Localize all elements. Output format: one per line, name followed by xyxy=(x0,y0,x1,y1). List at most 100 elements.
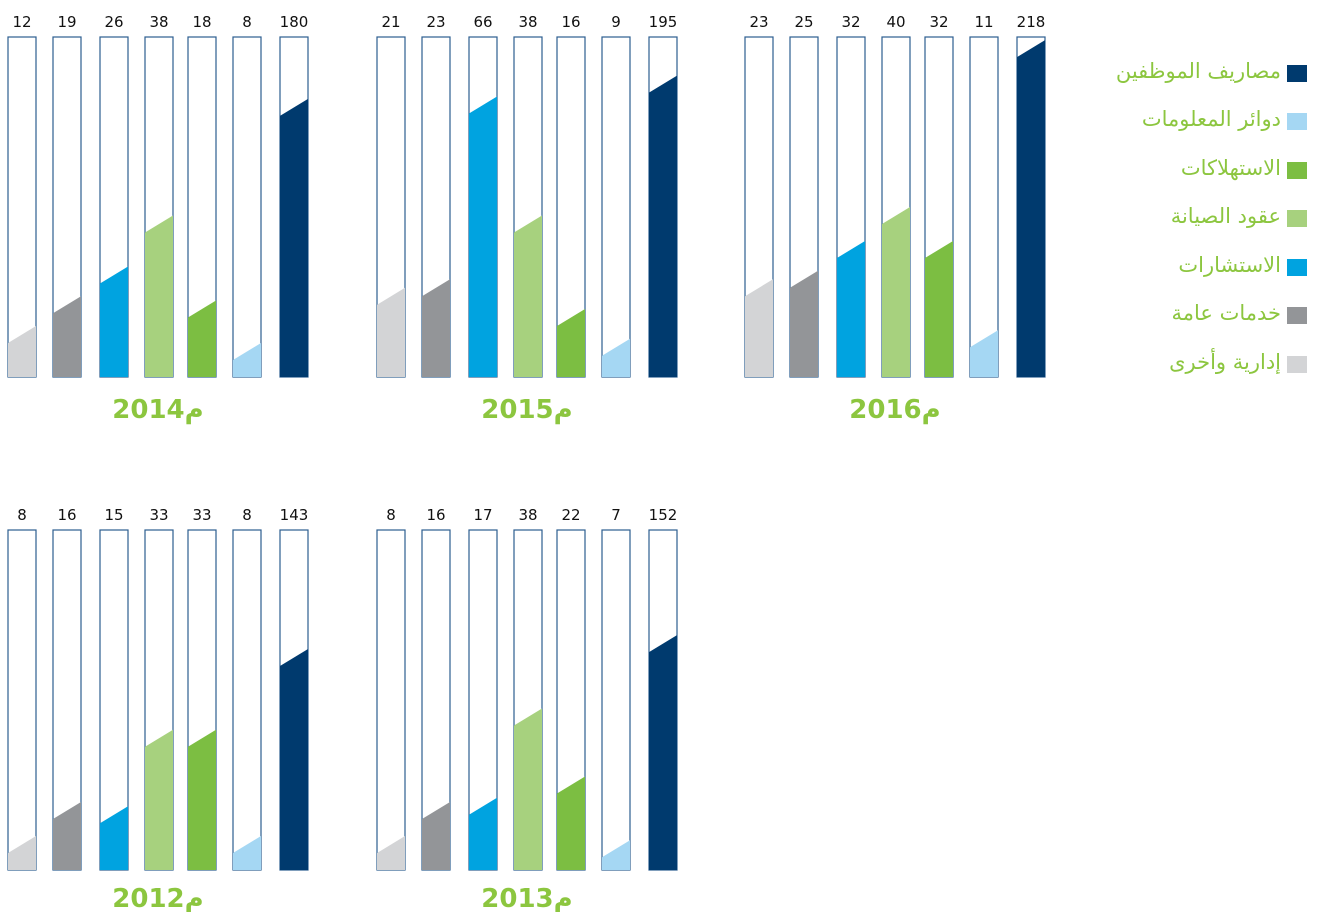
bar-staff xyxy=(280,98,308,378)
bar-value-label: 32 xyxy=(841,13,860,31)
bar-consumables xyxy=(557,309,585,377)
bar-value-label: 16 xyxy=(57,506,76,524)
bar-general xyxy=(790,270,818,377)
bar-value-label: 22 xyxy=(561,506,580,524)
bar-other xyxy=(745,279,773,377)
bar-value-label: 11 xyxy=(974,13,993,31)
bar-value-label: 8 xyxy=(17,506,27,524)
bar-consumables xyxy=(188,729,216,870)
bar-outline-other xyxy=(376,529,406,871)
bar-outline-it xyxy=(601,36,631,378)
bar-consulting xyxy=(100,806,128,870)
bar-general xyxy=(53,296,81,377)
legend-label: إدارية وأخرى xyxy=(1169,349,1281,374)
bar-value-label: 152 xyxy=(649,506,678,524)
bar-value-label: 16 xyxy=(561,13,580,31)
bar-value-label: 16 xyxy=(426,506,445,524)
bar-value-label: 23 xyxy=(426,13,445,31)
legend-swatch-icon xyxy=(1287,210,1307,227)
legend-item-consumables: الاستهلاكات xyxy=(1047,133,1307,182)
bar-general xyxy=(422,279,450,377)
bar-value-label: 33 xyxy=(149,506,168,524)
bar-staff xyxy=(649,635,677,870)
bar-other xyxy=(377,287,405,377)
bar-maintenance xyxy=(882,207,910,377)
chart-legend: مصاريف الموظفين دوائر المعلومات الاستهلا… xyxy=(1047,36,1307,376)
bar-value-label: 8 xyxy=(242,506,252,524)
legend-swatch-icon xyxy=(1287,307,1307,324)
bar-other xyxy=(8,836,36,870)
bar-consulting xyxy=(469,797,497,870)
bar-it xyxy=(602,338,630,377)
bar-maintenance xyxy=(145,215,173,377)
bar-value-label: 33 xyxy=(192,506,211,524)
bar-value-label: 19 xyxy=(57,13,76,31)
legend-item-maintenance: عقود الصيانة xyxy=(1047,182,1307,231)
bar-consulting xyxy=(837,241,865,377)
year-label: 2012م xyxy=(112,884,203,912)
legend-swatch-icon xyxy=(1287,113,1307,130)
bar-consumables xyxy=(557,776,585,870)
bar-maintenance xyxy=(145,729,173,870)
legend-item-consulting: الاستشارات xyxy=(1047,230,1307,279)
bar-it xyxy=(233,836,261,870)
bar-value-label: 15 xyxy=(104,506,123,524)
bar-it xyxy=(970,330,998,377)
bar-outline-it xyxy=(969,36,999,378)
bar-consumables xyxy=(925,241,953,377)
year-label: 2013م xyxy=(481,884,572,912)
legend-swatch-icon xyxy=(1287,258,1307,276)
legend-label: مصاريف الموظفين xyxy=(1115,58,1281,83)
bar-general xyxy=(53,802,81,870)
year-label: 2015م xyxy=(481,395,572,425)
bar-outline-it xyxy=(601,529,631,871)
bar-value-label: 40 xyxy=(886,13,905,31)
bar-value-label: 66 xyxy=(473,13,492,31)
legend-label: الاستشارات xyxy=(1178,252,1281,277)
bar-other xyxy=(8,326,36,377)
bar-outline-it xyxy=(232,36,262,378)
bar-staff xyxy=(649,75,677,378)
bar-value-label: 8 xyxy=(386,506,396,524)
bar-staff xyxy=(280,649,308,870)
bar-value-label: 18 xyxy=(192,13,211,31)
bar-value-label: 143 xyxy=(280,506,309,524)
legend-label: دوائر المعلومات xyxy=(1141,107,1281,131)
bar-it xyxy=(233,343,261,377)
bar-staff xyxy=(1017,40,1045,377)
bar-other xyxy=(377,836,405,870)
bar-value-label: 180 xyxy=(280,13,309,31)
bar-value-label: 38 xyxy=(518,506,537,524)
bar-outline-other xyxy=(7,529,37,871)
legend-item-staff: مصاريف الموظفين xyxy=(1047,36,1307,85)
legend-label: خدمات عامة xyxy=(1171,301,1281,325)
bar-outline-it xyxy=(232,529,262,871)
bar-value-label: 38 xyxy=(518,13,537,31)
bar-value-label: 21 xyxy=(381,13,400,31)
bar-value-label: 26 xyxy=(104,13,123,31)
bar-maintenance xyxy=(514,215,542,377)
legend-label: عقود الصيانة xyxy=(1170,204,1281,228)
bar-value-label: 9 xyxy=(611,13,621,31)
bar-value-label: 25 xyxy=(794,13,813,31)
legend-label: الاستهلاكات xyxy=(1180,155,1281,180)
legend-swatch-icon xyxy=(1287,64,1307,82)
bar-consulting xyxy=(100,266,128,377)
bar-value-label: 38 xyxy=(149,13,168,31)
bar-value-label: 8 xyxy=(242,13,252,31)
bar-value-label: 23 xyxy=(749,13,768,31)
bar-value-label: 32 xyxy=(929,13,948,31)
bar-maintenance xyxy=(514,708,542,870)
bar-value-label: 12 xyxy=(12,13,31,31)
year-label: 2014م xyxy=(112,395,203,425)
year-label: 2016م xyxy=(849,395,940,425)
bar-value-label: 195 xyxy=(649,13,678,31)
bar-general xyxy=(422,802,450,870)
bar-value-label: 7 xyxy=(611,506,621,524)
bar-consumables xyxy=(188,300,216,377)
legend-swatch-icon xyxy=(1287,355,1307,373)
legend-swatch-icon xyxy=(1287,161,1307,179)
bar-value-label: 218 xyxy=(1017,13,1046,31)
